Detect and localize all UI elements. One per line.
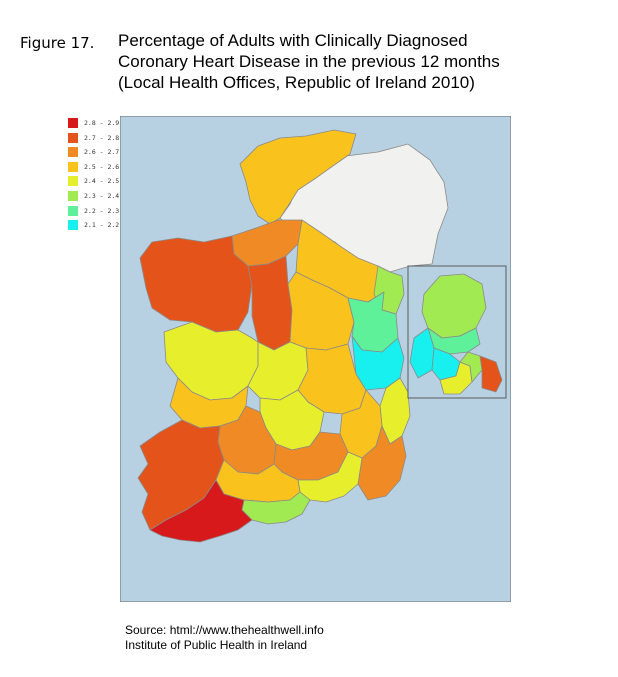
legend-swatch — [68, 118, 78, 128]
legend-label: 2.3 - 2.4 — [84, 191, 120, 200]
source-line-1: Source: html://www.thehealthwell.info — [125, 623, 324, 637]
title-line-2: Coronary Heart Disease in the previous 1… — [118, 52, 500, 71]
region-west-cork — [149, 479, 253, 543]
legend-label: 2.7 - 2.8 — [84, 133, 120, 142]
legend-label: 2.6 - 2.7 — [84, 148, 120, 157]
region-mayo — [139, 235, 253, 333]
region-wexford — [357, 425, 407, 501]
legend-swatch — [68, 190, 78, 201]
title-line-3: (Local Health Offices, Republic of Irela… — [118, 73, 475, 92]
legend-swatch — [68, 205, 78, 216]
legend-label: 2.5 - 2.6 — [84, 162, 120, 171]
region-donegal — [239, 129, 357, 225]
source-note: Source: html://www.thehealthwell.info In… — [125, 623, 324, 653]
source-line-2: Institute of Public Health in Ireland — [125, 638, 308, 652]
legend-swatch — [68, 147, 78, 158]
legend-label: 2.8 - 2.9 — [84, 119, 120, 127]
title-line-1: Percentage of Adults with Clinically Dia… — [118, 31, 468, 50]
inset-region-wicklow-east — [479, 355, 503, 393]
legend-label: 2.4 - 2.5 — [84, 177, 120, 186]
figure-label: Figure 17. — [20, 34, 95, 52]
legend-swatch — [68, 220, 78, 231]
legend-label: 2.2 - 2.3 — [84, 206, 120, 215]
legend-label: 2.1 - 2.2 — [84, 221, 120, 230]
figure-title: Percentage of Adults with Clinically Dia… — [118, 30, 598, 93]
legend-swatch — [68, 176, 78, 187]
ireland-map — [120, 116, 511, 602]
legend-swatch — [68, 161, 78, 172]
legend-swatch — [68, 132, 78, 143]
